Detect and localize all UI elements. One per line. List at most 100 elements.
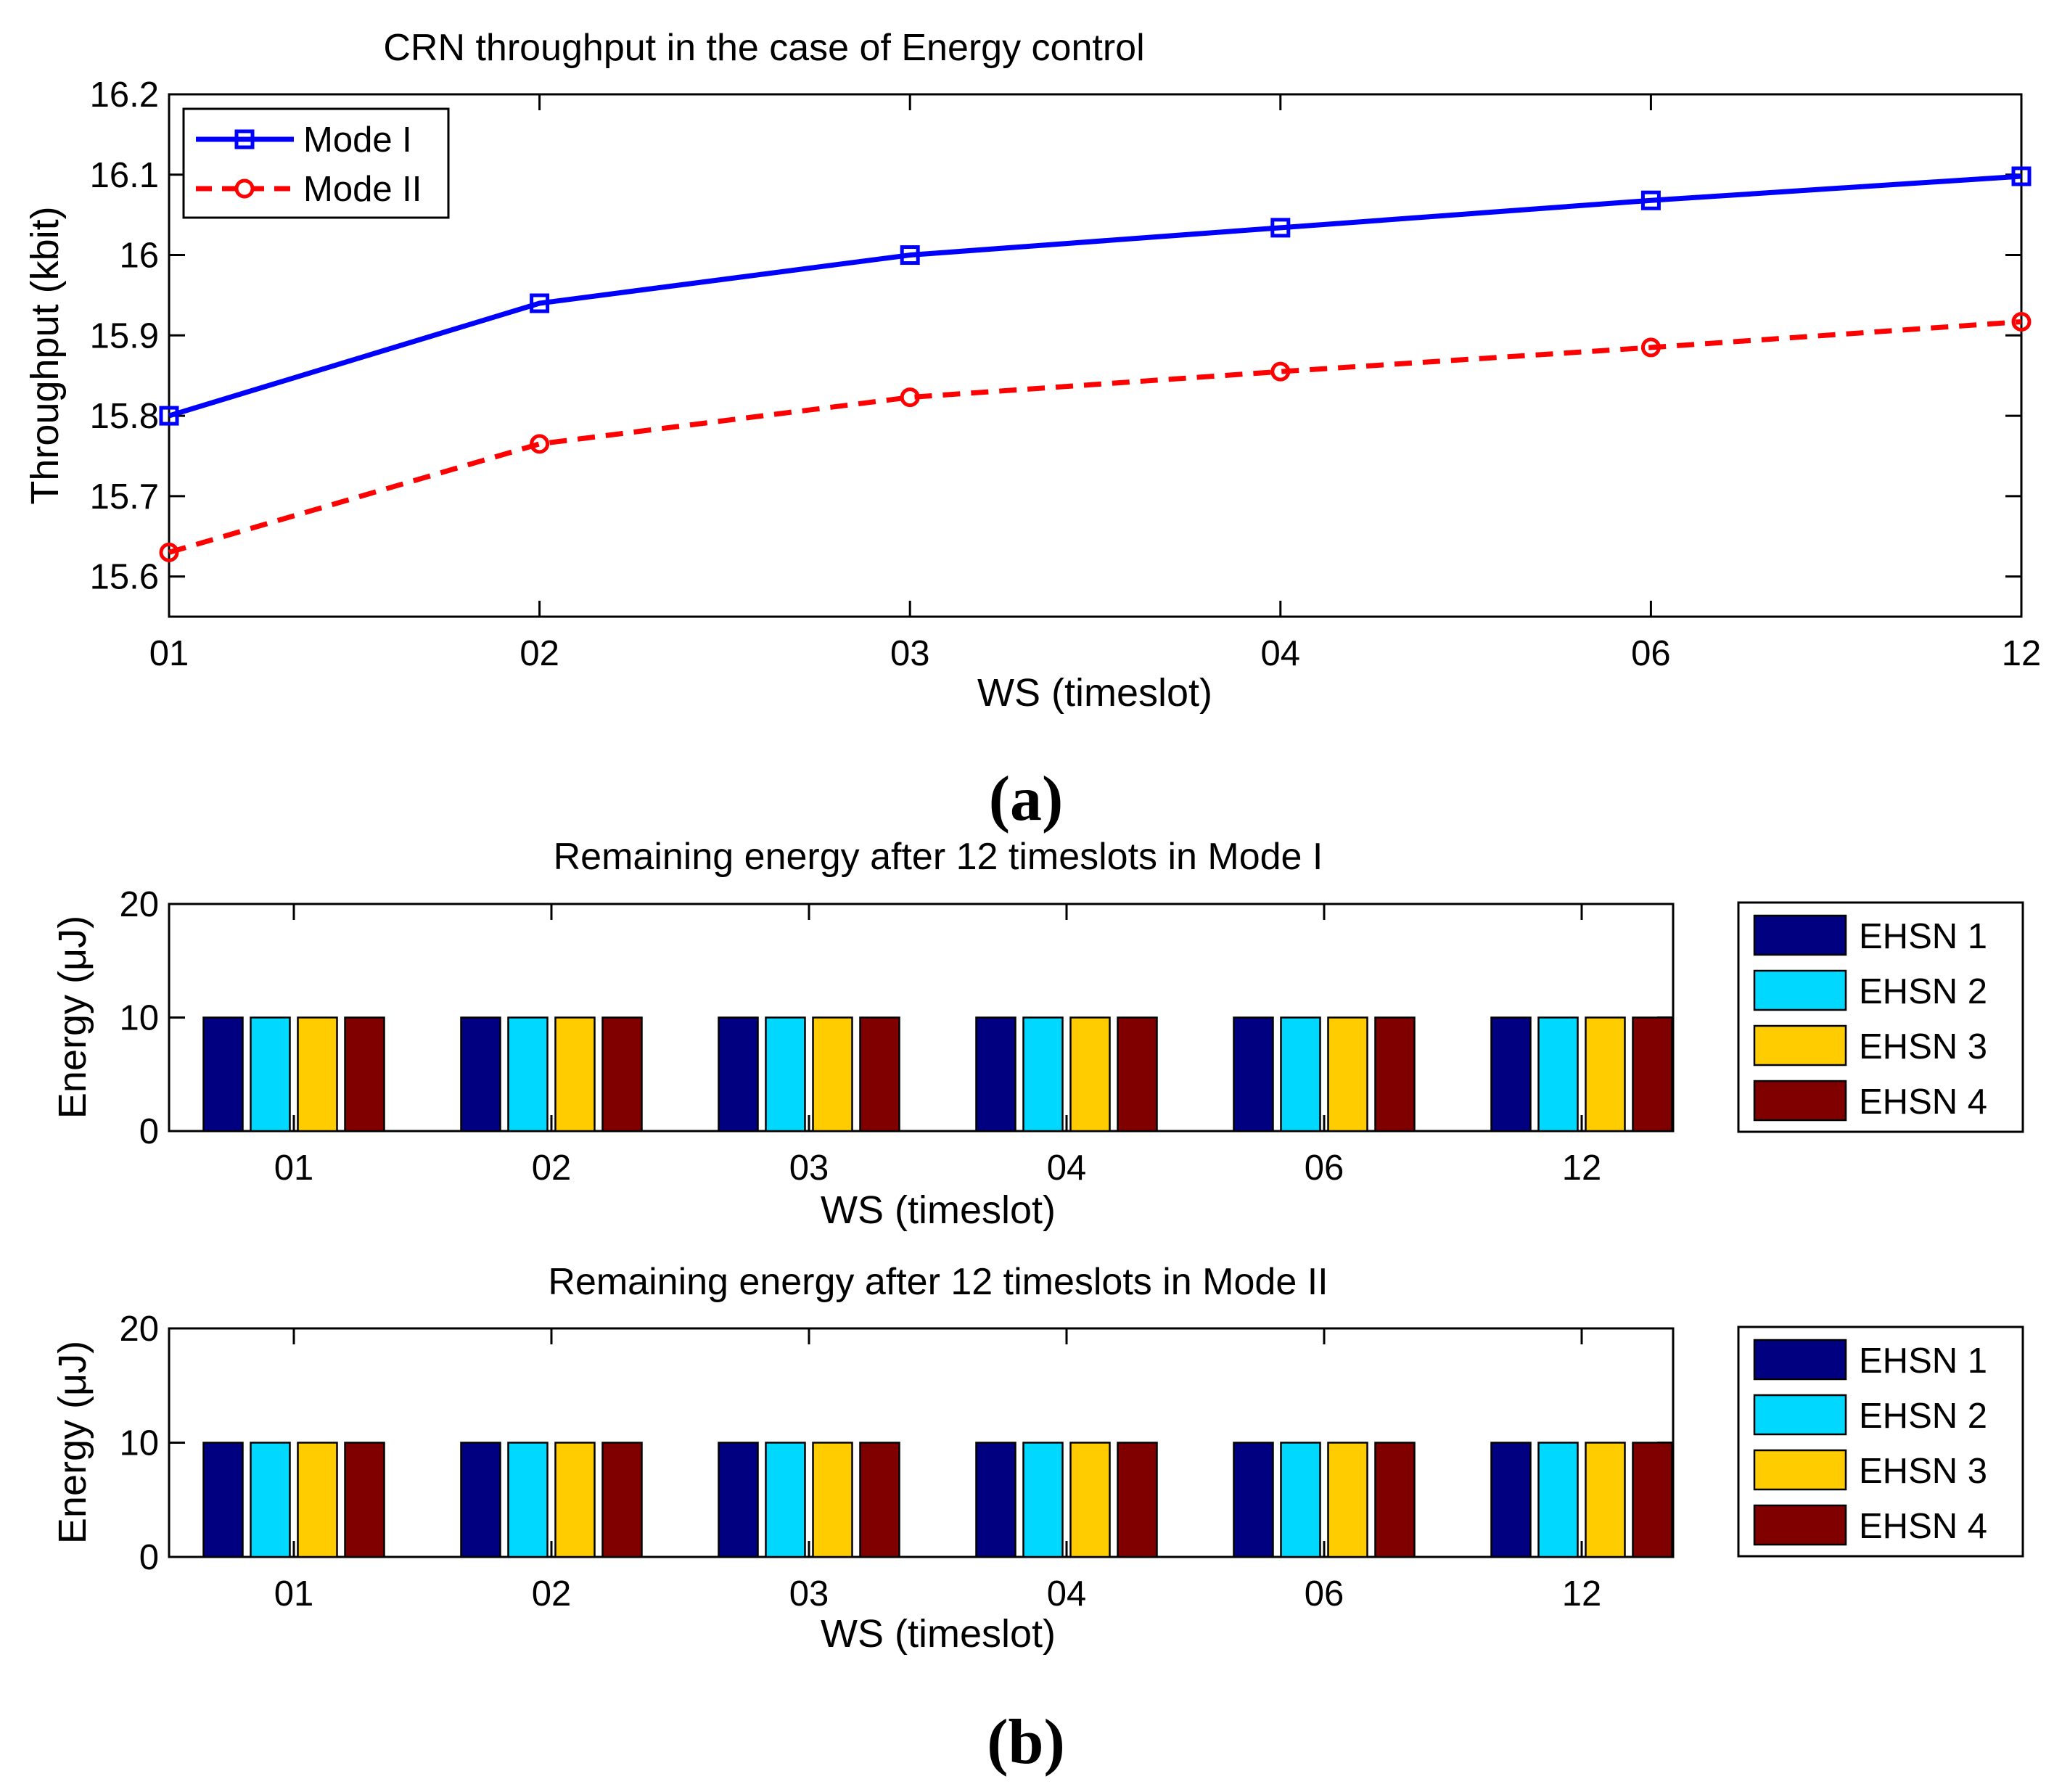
y-tick-label: 15.7 [90,477,159,517]
y-tick-label: 16.1 [90,156,159,195]
legend-swatch-ehsn-2 [1753,969,1847,1011]
bar-ehsn-3 [812,1016,853,1133]
data-point-mode-ii [2011,311,2032,332]
x-tick-label: 04 [1261,634,1301,673]
bar-ehsn-2 [250,1442,291,1558]
legend-swatch-ehsn-3 [1753,1449,1847,1491]
legend-swatch-ehsn-4 [1753,1504,1847,1546]
x-axis-label: WS (timeslot) [821,1612,1056,1656]
x-tick-label: 12 [1562,1574,1602,1614]
bar-ehsn-2 [765,1442,806,1558]
legend-label-mode-ii: Mode II [303,170,422,209]
x-tick-label: 04 [1047,1574,1087,1614]
x-axis: 01 02 03 04 06 12 [274,1328,1602,1614]
series-line-mode-i [168,173,2022,419]
legend-marker-circle [234,178,255,199]
bar-ehsn-3 [812,1442,853,1558]
x-tick-label: 01 [149,634,189,673]
y-axis-label: Throughput (kbit) [23,206,67,504]
x-tick-label: 06 [1631,634,1671,673]
bar-ehsn-1 [718,1442,759,1558]
bar-ehsn-2 [1537,1016,1579,1133]
y-axis: 0 10 20 [119,1310,1673,1577]
legend: EHSN 1 EHSN 2 EHSN 3 EHSN 4 [1753,914,1987,1122]
x-tick-label: 12 [1562,1148,1602,1188]
legend: Mode I Mode II [182,107,450,219]
x-tick-label: 02 [532,1148,572,1188]
data-point-mode-ii [159,542,179,562]
bar-ehsn-4 [1374,1016,1416,1133]
bars-layer [202,1442,1673,1558]
bar-ehsn-3 [554,1442,596,1558]
bar-ehsn-3 [1585,1442,1626,1558]
x-axis-label: WS (timeslot) [977,671,1212,715]
x-tick-label: 03 [789,1574,829,1614]
series-line-mode-ii [168,318,2022,555]
panel-label-b: (b) [987,1707,1065,1777]
x-tick-label: 04 [1047,1148,1087,1188]
data-point-mode-i [530,293,550,313]
bar-ehsn-3 [554,1016,596,1133]
bar-ehsn-1 [1233,1442,1274,1558]
chart-title: Remaining energy after 12 timeslots in M… [548,1261,1328,1303]
bar-ehsn-4 [1632,1442,1673,1558]
bar-ehsn-1 [460,1442,501,1558]
bar-ehsn-2 [507,1442,549,1558]
y-tick-label: 10 [119,999,159,1038]
chart-title: Remaining energy after 12 timeslots in M… [554,836,1323,878]
x-tick-label: 12 [2002,634,2042,673]
bar-ehsn-2 [507,1016,549,1133]
y-tick-label: 0 [139,1112,159,1151]
legend-label-ehsn-2: EHSN 2 [1859,972,1987,1011]
y-tick-label: 16 [119,237,159,276]
legend-label-ehsn-2: EHSN 2 [1859,1397,1987,1436]
bar-ehsn-3 [1069,1442,1111,1558]
bar-ehsn-4 [1632,1016,1673,1133]
legend-box [182,107,450,219]
bar-ehsn-1 [718,1016,759,1133]
bars-layer [202,1016,1673,1133]
panel-label-a: (a) [989,764,1064,834]
legend-swatch-ehsn-2 [1753,1394,1847,1436]
chart-title: CRN throughput in the case of Energy con… [383,27,1144,69]
legend-label-ehsn-1: EHSN 1 [1859,1341,1987,1381]
data-point-mode-i [1270,218,1291,238]
legend-label-ehsn-1: EHSN 1 [1859,917,1987,956]
data-point-mode-i [159,406,179,426]
bar-ehsn-3 [1327,1016,1368,1133]
bar-ehsn-4 [601,1442,643,1558]
bar-ehsn-3 [297,1016,338,1133]
y-tick-label: 20 [119,1310,159,1349]
data-point-mode-ii [1270,361,1291,382]
y-axis: 15.6 15.7 15.8 15.9 16 16.1 16.2 [90,75,2021,597]
bar-ehsn-3 [1069,1016,1111,1133]
data-point-mode-i [900,245,920,266]
bar-ehsn-4 [1117,1442,1158,1558]
legend-label-ehsn-4: EHSN 4 [1859,1507,1987,1546]
bar-ehsn-2 [250,1016,291,1133]
bar-chart-mode-ii: Remaining energy after 12 timeslots in M… [51,1261,2024,1777]
x-axis-label: WS (timeslot) [821,1188,1056,1232]
legend-label-mode-i: Mode I [303,120,412,160]
data-point-mode-ii [530,434,550,454]
y-tick-label: 15.6 [90,558,159,597]
legend-swatch-ehsn-1 [1753,1339,1847,1381]
legend-item-mode-i: Mode I [196,120,412,160]
legend-label-ehsn-3: EHSN 3 [1859,1027,1987,1066]
bar-ehsn-2 [1022,1016,1064,1133]
y-tick-label: 20 [119,885,159,924]
bar-ehsn-3 [1585,1016,1626,1133]
y-axis: 0 10 20 [119,885,1673,1151]
data-point-mode-i [2011,166,2032,186]
bar-ehsn-4 [1374,1442,1416,1558]
y-axis-label: Energy (μJ) [51,1341,94,1544]
x-tick-label: 06 [1305,1574,1344,1614]
bar-ehsn-1 [1490,1442,1532,1558]
legend: EHSN 1 EHSN 2 EHSN 3 EHSN 4 [1753,1339,1987,1546]
bar-ehsn-1 [460,1016,501,1133]
legend-swatch-ehsn-4 [1753,1080,1847,1122]
x-tick-label: 01 [274,1148,314,1188]
legend-swatch-ehsn-1 [1753,914,1847,956]
bar-ehsn-2 [1022,1442,1064,1558]
